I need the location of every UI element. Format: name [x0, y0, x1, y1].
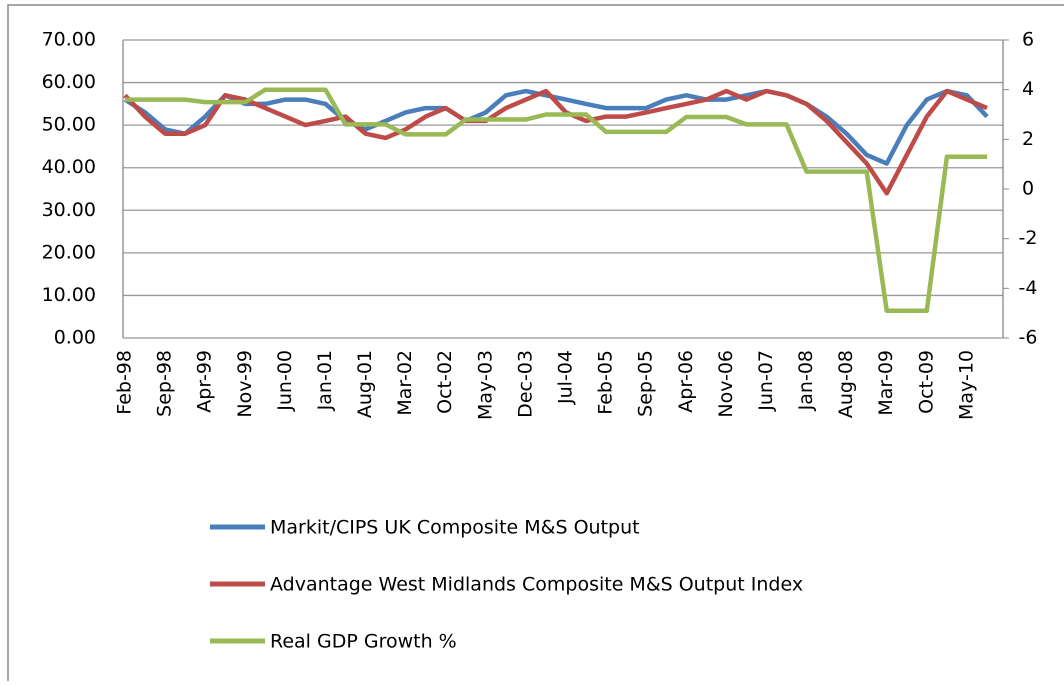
legend-label: Advantage West Midlands Composite M&S Ou…: [270, 574, 803, 596]
x-tick-label: Feb-05: [595, 350, 617, 415]
y-tick-label: 40.00: [42, 156, 96, 178]
y-tick-label: 0.00: [54, 327, 96, 349]
x-tick-label: Dec-03: [514, 350, 536, 418]
x-tick-label: Nov-06: [715, 350, 737, 418]
x-tick-label: Feb-98: [114, 350, 136, 415]
x-tick-label: Jan-08: [795, 350, 817, 411]
x-tick-label: May-10: [955, 350, 977, 420]
legend-label: Markit/CIPS UK Composite M&S Output: [270, 517, 640, 539]
y-tick-label: 50.00: [42, 114, 96, 136]
x-tick-label: Apr-06: [675, 350, 697, 413]
x-tick-label: May-03: [474, 350, 496, 420]
y-tick-label: 60.00: [42, 71, 96, 93]
x-tick-label: Jun-07: [755, 350, 777, 412]
series-line: [123, 88, 988, 196]
legend-label: Real GDP Growth %: [270, 631, 457, 653]
y2-tick-label: -4: [1019, 277, 1038, 299]
y-tick-label: 70.00: [42, 29, 96, 51]
x-tick-label: Jun-00: [274, 350, 296, 412]
y-tick-label: 20.00: [42, 241, 96, 263]
y2-tick-label: -6: [1019, 327, 1038, 349]
x-tick-label: Nov-99: [234, 350, 256, 418]
x-tick-label: Mar-09: [875, 350, 897, 416]
x-tick-label: Oct-02: [434, 350, 456, 414]
y2-tick-label: 0: [1022, 178, 1034, 200]
x-tick-label: Apr-99: [194, 350, 216, 413]
x-tick-label: Mar-02: [394, 350, 416, 416]
y-tick-label: 10.00: [42, 284, 96, 306]
y2-tick-label: -2: [1019, 227, 1038, 249]
y2-tick-label: 4: [1022, 78, 1034, 100]
x-tick-label: Jan-01: [314, 350, 336, 411]
y2-tick-label: 2: [1022, 128, 1034, 150]
series-line: [123, 88, 989, 166]
x-tick-label: Sep-05: [635, 350, 657, 417]
y-tick-label: 30.00: [42, 199, 96, 221]
x-tick-label: Jul-04: [555, 350, 577, 405]
series-line: [125, 87, 987, 313]
x-tick-label: Sep-98: [154, 350, 176, 417]
x-tick-label: Aug-08: [835, 350, 857, 418]
y2-tick-label: 6: [1022, 29, 1034, 51]
x-tick-label: Oct-09: [915, 350, 937, 414]
x-tick-label: Aug-01: [354, 350, 376, 418]
